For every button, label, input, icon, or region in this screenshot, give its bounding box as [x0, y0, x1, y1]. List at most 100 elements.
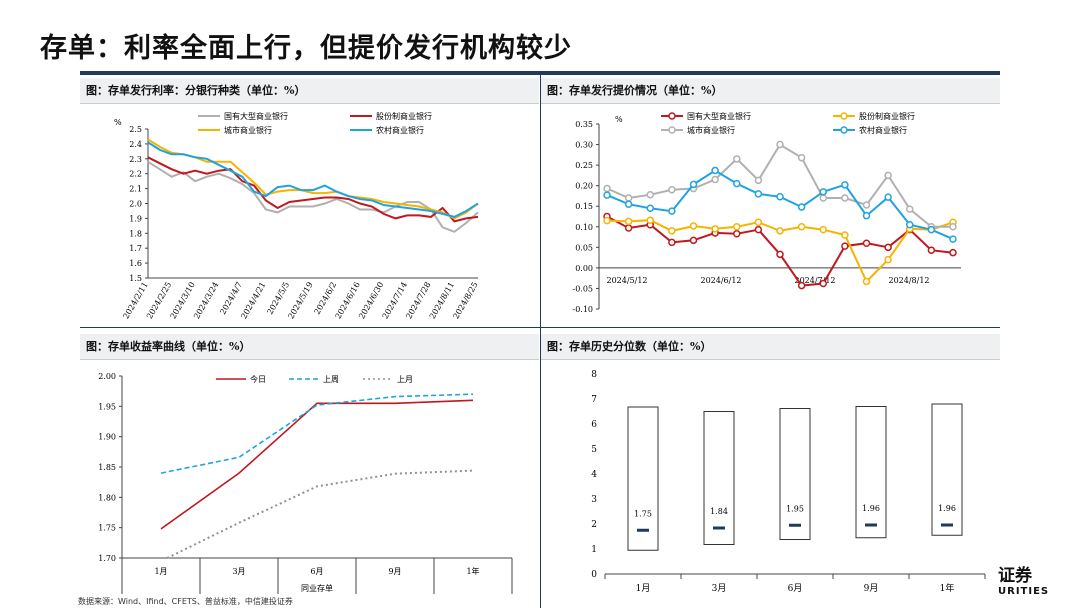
legend-label: 股份制商业银行 — [859, 111, 915, 121]
series-marker — [841, 181, 849, 189]
x-tick-label: 2024/6/2 — [313, 281, 339, 317]
series-marker — [797, 281, 806, 290]
legend-label: 农村商业银行 — [376, 125, 424, 135]
x-tick-label: 1年 — [940, 582, 955, 594]
series-marker — [776, 250, 784, 259]
brand-logo: 证券 URITIES — [998, 566, 1050, 598]
current-marker — [865, 523, 877, 527]
y-tick-label: 2 — [591, 520, 597, 530]
current-value-label: 1.96 — [938, 504, 956, 513]
y-tick-label: 1.95 — [98, 402, 116, 411]
series-marker — [668, 186, 676, 194]
series-marker — [668, 238, 676, 247]
y-tick-label: 1.9 — [129, 214, 142, 223]
y-tick-label: 2.5 — [129, 125, 142, 134]
series-marker — [797, 223, 806, 231]
series-marker — [754, 218, 763, 227]
legend-label: 国有大型商业银行 — [224, 111, 288, 121]
x-tick-label: 3月 — [232, 567, 245, 576]
legend-marker — [668, 112, 676, 120]
data-source-note: 数据来源：Wind、Ifind、CFETS、普益标准，中信建投证券 — [78, 597, 293, 606]
x-tick-label: 2024/8/25 — [451, 281, 479, 321]
series-marker — [841, 194, 849, 202]
series-marker — [776, 227, 784, 235]
legend-label: 城市商业银行 — [687, 125, 735, 135]
series-line-1 — [160, 399, 474, 530]
y-tick-label: 2.2 — [129, 170, 142, 179]
legend-marker — [840, 112, 848, 120]
y-tick-label: 1.5 — [129, 274, 142, 283]
y-tick-label: 0.10 — [575, 223, 593, 232]
series-marker — [624, 194, 633, 202]
y-tick-label: 6 — [591, 420, 597, 430]
series-marker — [754, 176, 763, 185]
series-marker — [841, 231, 849, 239]
current-value-label: 1.95 — [786, 504, 804, 513]
series-marker — [949, 223, 957, 231]
series-line-4 — [147, 141, 479, 218]
y-tick-label: 1.80 — [98, 493, 116, 502]
x-tick-label: 1年 — [466, 566, 479, 576]
series-marker — [733, 230, 741, 238]
x-tick-label: 3月 — [712, 583, 727, 594]
x-tick-label: 6月 — [310, 567, 323, 576]
series-marker — [689, 222, 698, 230]
y-tick-label: 1.6 — [129, 259, 142, 268]
x-tick-label: 9月 — [864, 583, 879, 594]
series-marker — [862, 211, 871, 220]
y-tick-label: 0.35 — [575, 120, 593, 129]
y-tick-label: 0.25 — [575, 161, 593, 170]
y-tick-label: 0.15 — [575, 202, 593, 211]
y-tick-label: 0.20 — [575, 182, 593, 191]
y-tick-label: -0.10 — [572, 305, 593, 314]
current-marker — [789, 523, 801, 527]
series-line-2 — [160, 393, 474, 474]
series-line-3 — [147, 138, 479, 220]
series-marker — [797, 203, 806, 211]
x-axis-label: 同业存单 — [301, 583, 333, 593]
series-line-3 — [166, 469, 474, 559]
y-tick-label: 0.00 — [575, 264, 593, 273]
series-marker — [711, 166, 719, 175]
series-marker — [776, 193, 784, 201]
series-marker — [949, 235, 957, 243]
range-box — [627, 406, 659, 551]
series-marker — [733, 223, 741, 231]
y-tick-label: 8 — [591, 370, 597, 380]
series-marker — [862, 201, 871, 209]
range-box — [855, 406, 887, 539]
series-marker — [862, 277, 871, 286]
series-marker — [754, 190, 763, 198]
issuance-premium-chart: % -0.10 -0.05 0.00 0.05 0.10 0.15 0.20 0.25 0.30 0… — [572, 111, 961, 314]
legend-label: 城市商业银行 — [224, 125, 272, 135]
series-marker — [884, 243, 892, 252]
x-tick-label: 2024/5/5 — [265, 281, 291, 317]
issuance-rate-chart: %1.51.61.71.81.92.02.12.22.32.42.52024/2… — [114, 111, 480, 321]
panel3-title: 图：存单收益率曲线（单位：%） — [80, 334, 539, 360]
panel-divider-vertical — [540, 75, 541, 608]
series-marker — [624, 217, 633, 226]
range-box — [931, 403, 963, 536]
y-tick-label: 2.1 — [129, 185, 142, 194]
series-marker — [624, 200, 633, 208]
panel1-title: 图：存单发行利率：分银行种类（单位：%） — [80, 78, 539, 104]
current-value-label: 1.84 — [710, 507, 728, 516]
y-tick-label: 1.75 — [98, 524, 116, 533]
legend-label: 农村商业银行 — [859, 125, 907, 135]
legend-label: 国有大型商业银行 — [687, 111, 751, 121]
y-tick-label: 1.85 — [98, 463, 116, 472]
y-tick-label: 7 — [591, 395, 597, 405]
series-marker — [754, 225, 763, 234]
y-tick-label: 4 — [591, 470, 597, 480]
series-marker — [797, 153, 806, 162]
series-marker — [689, 236, 698, 245]
range-box — [779, 408, 811, 540]
y-tick-label: 2.3 — [129, 155, 142, 164]
x-tick-label: 1月 — [636, 583, 651, 594]
y-tick-label: 2.0 — [129, 200, 142, 209]
y-tick-label: 1.90 — [98, 433, 116, 442]
series-marker — [776, 140, 784, 149]
legend-label: 今日 — [250, 374, 266, 384]
y-tick-label: 2.4 — [129, 140, 142, 149]
x-tick-label: 6月 — [788, 583, 803, 594]
